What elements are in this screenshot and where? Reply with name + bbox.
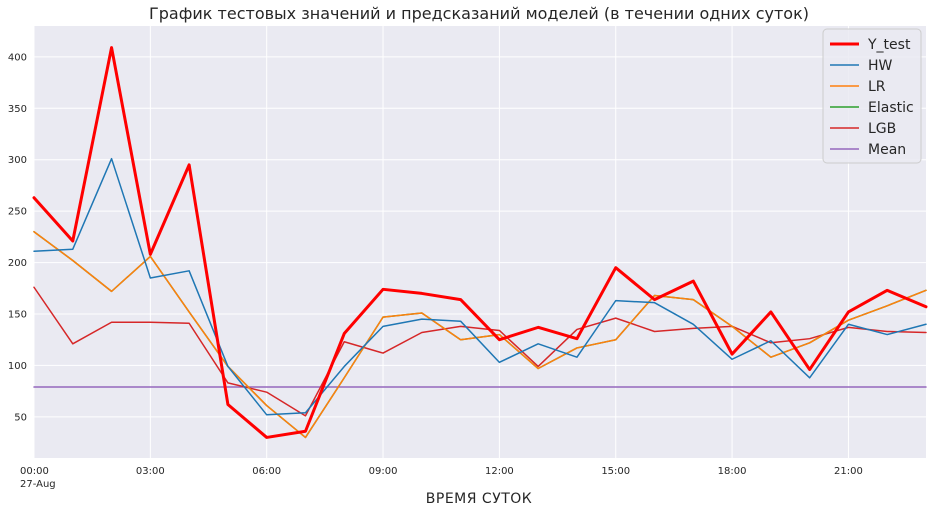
x-tick-label: 03:00 [136,466,165,477]
y-tick-label: 300 [8,155,27,166]
x-tick-label: 06:00 [252,466,281,477]
legend: Y_test HW LR Elastic LGB Mean [822,28,922,164]
y-tick-label: 100 [8,361,27,372]
legend-label: Elastic [868,100,914,116]
legend-label: LGB [868,121,896,137]
x-axis-label: ВРЕМЯ СУТОК [426,491,532,507]
x-tick-label: 21:00 [834,466,863,477]
x-tick-label: 00:00 [20,466,49,477]
x-tick-label: 09:00 [369,466,398,477]
x-axis-ticks: 00:00 27-Aug 03:00 06:00 09:00 12:00 15:00 18:0… [20,466,863,490]
y-tick-label: 150 [8,310,27,321]
series-line-lgb [33,286,927,417]
y-tick-label: 50 [14,412,27,423]
series-line-y-test [32,46,928,439]
series-lines [32,46,928,439]
y-tick-label: 200 [8,258,27,269]
chart-title: График тестовых значений и предсказаний … [149,4,809,23]
legend-label: LR [868,79,886,95]
y-tick-label: 250 [8,207,27,218]
legend-box [822,28,922,164]
grid [33,26,926,458]
x-tick-label: 15:00 [601,466,630,477]
y-axis-ticks: 50 100 150 200 250 300 350 400 [8,52,27,423]
x-tick-sublabel: 27-Aug [20,479,56,490]
series-line-hw [33,157,927,416]
y-tick-label: 400 [8,52,27,63]
legend-label: Y_test [867,37,911,53]
plot-area [34,26,926,458]
series-line-lr [33,230,927,439]
legend-label: Mean [868,142,906,158]
x-tick-label: 18:00 [718,466,747,477]
y-tick-label: 350 [8,104,27,115]
x-tick-label: 12:00 [485,466,514,477]
legend-label: HW [868,58,893,74]
